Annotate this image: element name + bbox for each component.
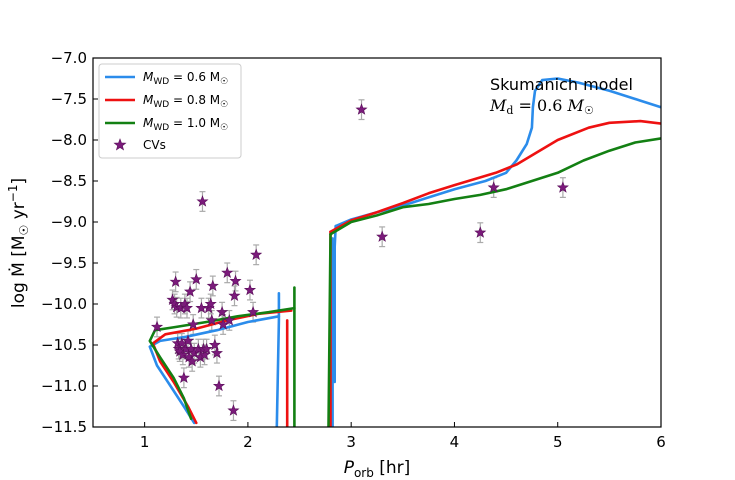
y-tick-label: −7.0 bbox=[51, 49, 87, 67]
legend-star-marker bbox=[113, 138, 127, 151]
series-line-2 bbox=[327, 233, 332, 427]
cv-point bbox=[186, 355, 199, 367]
x-axis-ticks: 1 2 3 4 5 6 bbox=[140, 422, 666, 451]
legend-label-0.6: MWD = 0.6 M☉ bbox=[143, 70, 228, 87]
cv-point bbox=[221, 266, 234, 278]
x-tick-label: 1 bbox=[140, 433, 150, 451]
cv-point bbox=[250, 248, 263, 260]
legend-label-1.0: MWD = 1.0 M☉ bbox=[143, 116, 228, 133]
y-tick-label: −9.5 bbox=[51, 254, 87, 272]
cv-point bbox=[376, 230, 389, 242]
cv-point bbox=[150, 320, 164, 333]
x-tick-label: 6 bbox=[656, 433, 666, 451]
plot-frame bbox=[92, 57, 662, 428]
y-tick-label: −9.0 bbox=[51, 213, 87, 231]
cv-point bbox=[190, 273, 203, 285]
cv-point bbox=[212, 379, 226, 392]
cv-point bbox=[181, 334, 195, 347]
cv-point bbox=[227, 404, 240, 416]
series-line-0 bbox=[333, 224, 337, 384]
cv-point bbox=[208, 338, 221, 351]
cv-point bbox=[184, 285, 197, 297]
y-tick-label: −7.5 bbox=[51, 90, 87, 108]
cv-point bbox=[196, 195, 209, 207]
cv-point bbox=[206, 279, 219, 292]
cv-point bbox=[556, 181, 569, 193]
cv-points bbox=[150, 103, 569, 416]
cv-point bbox=[487, 181, 500, 193]
x-tick-label: 2 bbox=[243, 433, 253, 451]
y-tick-label: −8.0 bbox=[51, 131, 87, 149]
series-line-0 bbox=[148, 315, 281, 425]
y-tick-label: −10.5 bbox=[41, 336, 87, 354]
cv-point bbox=[223, 314, 236, 326]
cv-point bbox=[247, 305, 260, 318]
cv-point bbox=[187, 318, 200, 330]
cv-point bbox=[200, 342, 213, 355]
cv-point bbox=[177, 371, 190, 383]
cv-point bbox=[474, 226, 487, 238]
x-tick-label: 4 bbox=[450, 433, 460, 451]
series-line-0 bbox=[275, 292, 281, 427]
y-axis-ticks: −11.5 −11.0 −10.5 −10.0 −9.5 −9.0 −8.5 −8.0 −7.5… bbox=[41, 49, 98, 436]
cv-point bbox=[176, 348, 189, 360]
annotation-line2: Md = 0.6 M☉ bbox=[489, 96, 594, 117]
y-tick-label: −8.5 bbox=[51, 172, 87, 190]
x-axis-label: Porb [hr] bbox=[344, 458, 411, 480]
cv-point bbox=[355, 103, 368, 115]
legend-box bbox=[98, 63, 242, 159]
cv-point bbox=[204, 297, 217, 310]
cv-point bbox=[180, 301, 194, 314]
series-layer bbox=[148, 77, 661, 427]
x-tick-label: 5 bbox=[553, 433, 563, 451]
cv-point bbox=[243, 283, 257, 296]
cv-point bbox=[229, 274, 242, 287]
x-tick-label: 3 bbox=[346, 433, 356, 451]
y-tick-label: −10.0 bbox=[41, 295, 87, 313]
cv-point bbox=[205, 314, 218, 326]
legend-label-cvs: CVs bbox=[143, 138, 166, 152]
cv-point bbox=[216, 305, 229, 318]
cv-point bbox=[228, 289, 241, 301]
cv-point bbox=[198, 348, 211, 360]
cv-point bbox=[169, 275, 182, 288]
model-annotation: Skumanich model Md = 0.6 M☉ bbox=[489, 75, 633, 117]
series-line-0 bbox=[334, 77, 661, 228]
cv-point bbox=[210, 346, 223, 359]
y-tick-label: −11.0 bbox=[41, 377, 87, 395]
legend-label-0.8: MWD = 0.8 M☉ bbox=[143, 93, 228, 110]
y-tick-label: −11.5 bbox=[41, 418, 87, 436]
legend-swatch-cvs bbox=[113, 138, 127, 151]
legend: MWD = 0.6 M☉ MWD = 0.8 M☉ MWD = 1.0 M☉ C… bbox=[98, 63, 242, 159]
series-line-2 bbox=[329, 137, 661, 236]
y-axis-label: log Ṁ [M☉ yr−1] bbox=[6, 178, 31, 308]
annotation-line1: Skumanich model bbox=[490, 75, 633, 94]
series-line-1 bbox=[329, 119, 661, 234]
